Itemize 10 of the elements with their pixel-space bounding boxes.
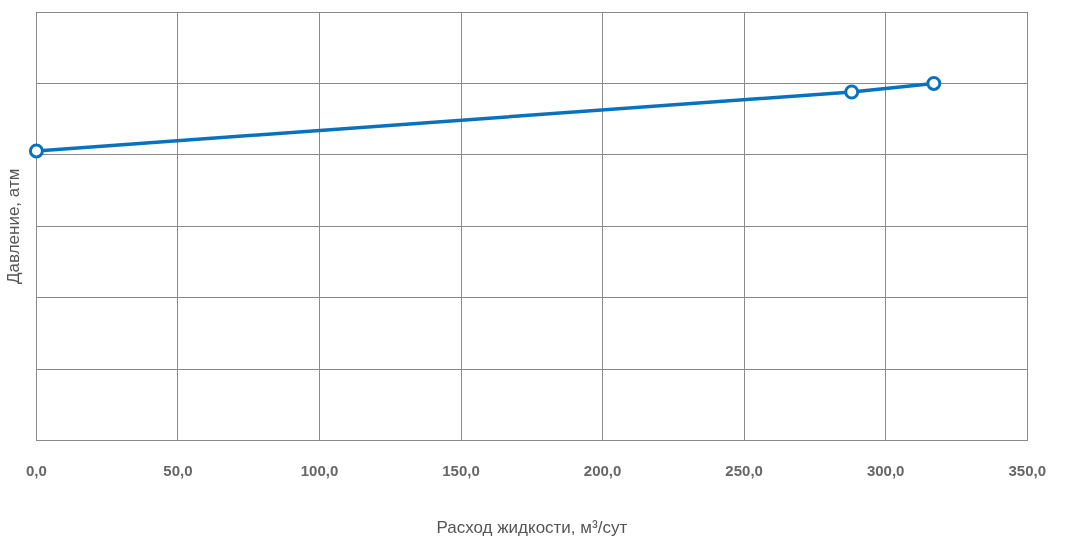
x-tick-label: 50,0 xyxy=(163,461,193,479)
x-tick-label: 300,0 xyxy=(866,461,905,479)
x-tick-label: 100,0 xyxy=(300,461,339,479)
x-axis-title: Расход жидкости, м³/сут xyxy=(436,518,628,538)
y-axis-title: Давление, атм xyxy=(3,168,23,284)
x-tick-label: 150,0 xyxy=(442,461,480,479)
x-tick-label: 200,0 xyxy=(583,461,622,479)
x-tick-label: 0,0 xyxy=(25,461,47,479)
x-tick-label: 250,0 xyxy=(725,461,763,479)
x-tick-label: 350,0 xyxy=(1008,461,1047,479)
